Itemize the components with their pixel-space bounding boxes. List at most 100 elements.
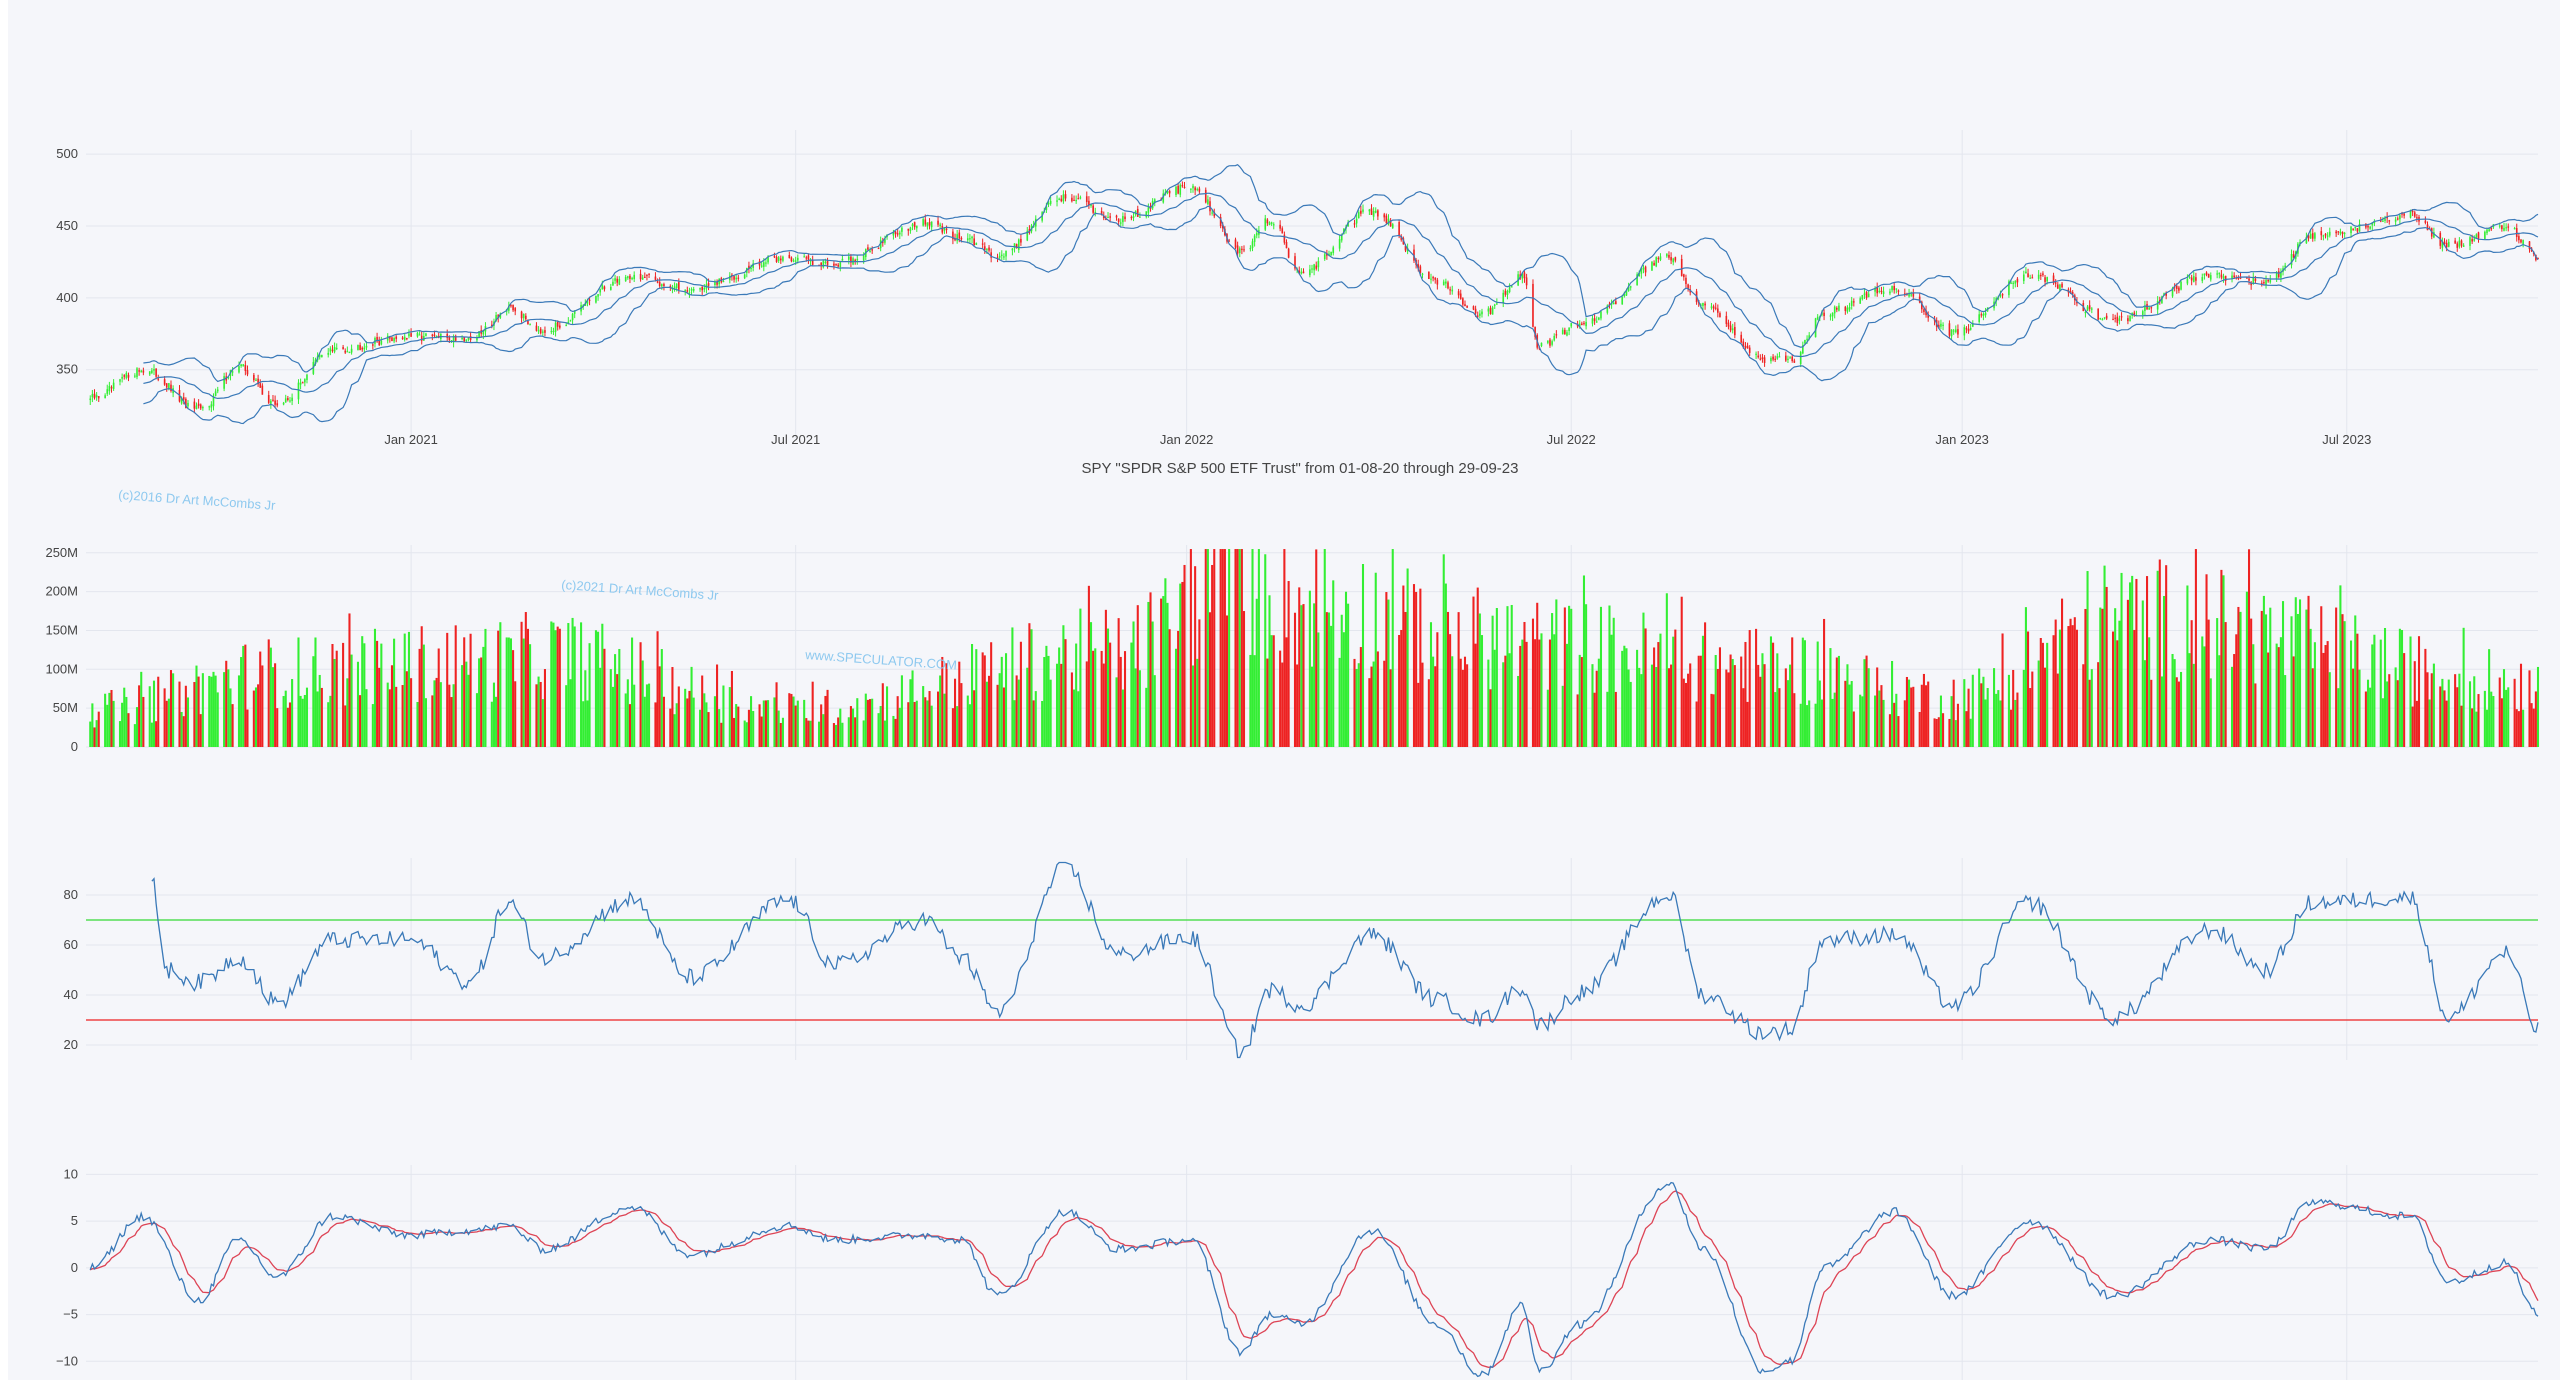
macd-line	[89, 1181, 2539, 1378]
candle-up	[2498, 225, 2501, 227]
volume-bar	[1969, 718, 1972, 747]
volume-bar	[201, 673, 204, 747]
candle-down	[193, 401, 196, 409]
volume-bar	[1776, 653, 1779, 747]
volume-bar	[1338, 657, 1341, 747]
volume-bar	[212, 671, 215, 747]
candle-up	[1952, 330, 1955, 332]
volume-bar	[2477, 694, 2480, 747]
volume-bar	[1429, 622, 1433, 747]
volume-bar	[733, 717, 736, 747]
volume-bar	[2424, 648, 2427, 747]
volume-bar	[788, 693, 791, 747]
volume-bar	[1370, 666, 1373, 747]
candle-up	[318, 355, 321, 358]
candle-up	[223, 376, 225, 389]
candle-down	[1761, 357, 1764, 360]
volume-bar	[883, 720, 886, 747]
candle-down	[257, 378, 259, 385]
volume-y-tick-label: 250M	[45, 545, 78, 560]
volume-bar	[1300, 605, 1303, 747]
candle-up	[1640, 268, 1643, 274]
candle-up	[1107, 216, 1109, 219]
candle-up	[1642, 267, 1645, 270]
volume-bar	[2415, 700, 2418, 747]
candle-up	[660, 284, 663, 287]
candle-up	[2475, 234, 2478, 238]
candle-up	[1621, 297, 1624, 305]
candle-up	[240, 364, 242, 367]
volume-bar	[1238, 549, 1241, 747]
candle-up	[2192, 276, 2195, 282]
candle-up	[1585, 321, 1587, 327]
volume-bar	[150, 722, 153, 747]
candle-down	[2165, 292, 2167, 296]
candle-up	[1357, 212, 1360, 219]
volume-bar	[1374, 572, 1377, 747]
candle-up	[153, 369, 155, 371]
candle-up	[599, 289, 602, 293]
volume-bar	[656, 631, 659, 747]
volume-bar	[286, 707, 289, 747]
volume-bar	[1132, 621, 1135, 747]
volume-bar	[1627, 669, 1630, 747]
volume-bar	[2069, 618, 2072, 747]
candle-up	[699, 288, 701, 290]
volume-bar	[140, 671, 143, 747]
candle-up	[792, 260, 795, 262]
volume-bar	[2118, 620, 2121, 747]
candle-up	[380, 340, 383, 345]
volume-bar	[2207, 619, 2210, 747]
volume-bar	[2209, 678, 2212, 747]
candle-down	[301, 382, 304, 384]
volume-bar	[2294, 597, 2297, 747]
volume-bar	[1225, 615, 1229, 747]
volume-bar	[1228, 549, 1231, 747]
candle-down	[525, 315, 527, 320]
candle-down	[1980, 314, 1983, 316]
volume-bar	[975, 649, 978, 747]
candle-down	[1923, 309, 1925, 313]
volume-bar	[2103, 565, 2106, 747]
candle-down	[1657, 257, 1660, 260]
x-tick-label: Jul 2021	[771, 432, 820, 447]
volume-bar	[539, 681, 542, 747]
volume-bar	[2216, 618, 2219, 747]
volume-bar	[2515, 709, 2518, 747]
candle-up	[2314, 233, 2316, 239]
candle-down	[182, 397, 185, 400]
volume-bar	[1166, 602, 1169, 747]
volume-bar	[692, 697, 695, 747]
volume-bar	[924, 697, 927, 747]
volume-bar	[926, 700, 929, 747]
volume-bar	[781, 717, 784, 747]
candle-up	[1804, 339, 1806, 344]
volume-bar	[1670, 664, 1673, 747]
volume-bar	[1421, 662, 1424, 747]
volume-bar	[1019, 641, 1022, 747]
volume-bar	[2133, 629, 2136, 747]
candle-up	[2103, 317, 2106, 319]
candle-up	[618, 278, 621, 285]
volume-bar	[1803, 640, 1806, 747]
candle-up	[542, 331, 544, 333]
volume-bar	[2247, 549, 2251, 747]
candle-down	[2071, 292, 2074, 295]
volume-bar	[2188, 653, 2191, 747]
candle-up	[1510, 286, 1513, 288]
candle-up	[2399, 215, 2401, 220]
candle-down	[854, 259, 856, 261]
candle-down	[1198, 188, 1201, 192]
volume-bar	[2179, 671, 2183, 747]
volume-bar	[779, 722, 782, 747]
candle-up	[425, 333, 427, 336]
volume-bar	[1861, 696, 1864, 747]
volume-bar	[452, 684, 455, 747]
volume-bar	[252, 690, 255, 747]
volume-bar	[2298, 599, 2302, 747]
volume-bar	[1387, 599, 1390, 747]
candle-up	[752, 263, 754, 268]
volume-bar	[514, 681, 517, 747]
candle-down	[2039, 274, 2042, 277]
candle-up	[1778, 356, 1781, 358]
